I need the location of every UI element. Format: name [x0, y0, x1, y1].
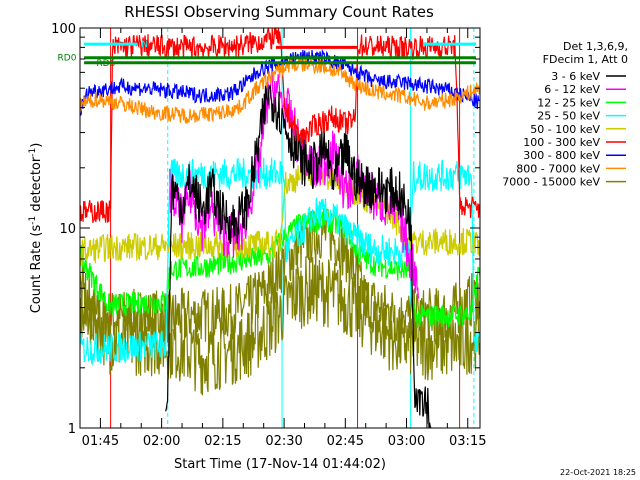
legend-label: 7000 - 15000 keV — [502, 176, 600, 189]
series-line-4 — [80, 163, 480, 266]
flag-label: N — [141, 40, 148, 50]
y-tick-label: 1 — [68, 422, 76, 437]
legend-label: 100 - 300 keV — [523, 136, 600, 149]
y-axis-label: Count Rate (s-1 detector-1) — [28, 143, 44, 314]
flag-bars: N RD0 RD6 — [58, 40, 476, 69]
series-line-6 — [165, 84, 432, 428]
legend-label: 12 - 25 keV — [537, 96, 600, 109]
legend-header-decim: FDecim 1, Att 0 — [543, 53, 628, 66]
timestamp: 22-Oct-2021 18:25 — [560, 468, 636, 477]
legend-label: 800 - 7000 keV — [516, 162, 600, 175]
legend-label: 300 - 800 keV — [523, 149, 600, 162]
series-group — [80, 28, 480, 428]
flag-label: RD0 — [58, 54, 77, 64]
x-tick-label: 02:30 — [265, 434, 302, 449]
x-tick-label: 02:00 — [143, 434, 180, 449]
y-axis-label-exp1: -1 — [28, 216, 38, 225]
x-tick-label: 03:15 — [449, 434, 486, 449]
flag-label: RD6 — [96, 59, 115, 69]
legend-label: 25 - 50 keV — [537, 110, 600, 123]
plot-area: N RD0 RD6 01:45 02:00 02:15 02:30 02:45 03:00 03… — [51, 22, 486, 449]
y-axis-ticks: 1 10 100 — [51, 22, 480, 437]
series-line-9 — [80, 56, 480, 124]
legend-label: 6 - 12 keV — [544, 83, 600, 96]
y-tick-label: 100 — [51, 22, 76, 37]
x-tick-label: 03:00 — [388, 434, 425, 449]
x-tick-label: 02:15 — [204, 434, 241, 449]
y-axis-label-exp2: -1 — [28, 148, 38, 157]
y-axis-label-mid: detector — [29, 156, 44, 216]
legend-label: 3 - 6 keV — [551, 70, 600, 83]
legend-header-detectors: Det 1,3,6,9, — [563, 40, 628, 53]
legend-label: 50 - 100 keV — [530, 123, 600, 136]
legend: Det 1,3,6,9, FDecim 1, Att 0 3 - 6 keV6 … — [502, 40, 628, 189]
chart-title: RHESSI Observing Summary Count Rates — [124, 3, 434, 21]
y-axis-label-end: ) — [29, 143, 44, 148]
x-axis-ticks: 01:45 02:00 02:15 02:30 02:45 03:00 03:15 — [79, 28, 486, 449]
series-line-3 — [80, 157, 480, 367]
x-tick-label: 02:45 — [327, 434, 364, 449]
x-axis-label: Start Time (17-Nov-14 01:44:02) — [174, 457, 386, 472]
x-tick-label: 01:45 — [82, 434, 119, 449]
y-axis-label-main: Count Rate (s — [29, 225, 44, 314]
y-tick-label: 10 — [59, 222, 76, 237]
